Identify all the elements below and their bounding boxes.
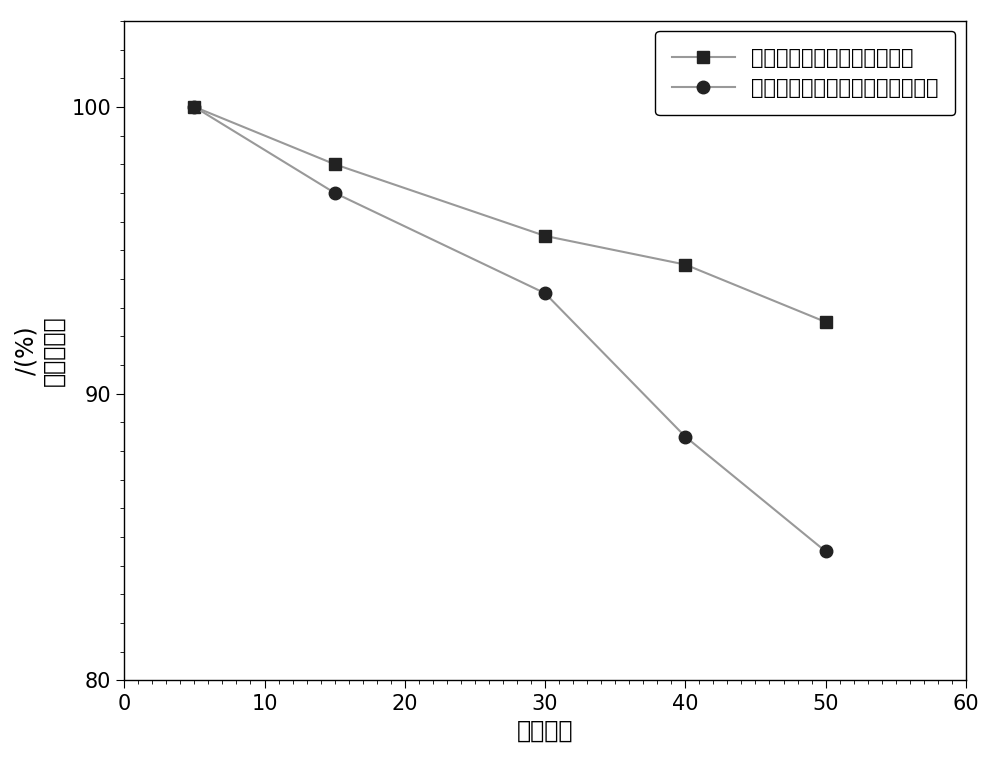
Line: 未包覆的锂离子电池三元正极材料: 未包覆的锂离子电池三元正极材料: [188, 101, 832, 558]
复合锂离子电池三元正极材料: [679, 260, 691, 269]
复合锂离子电池三元正极材料: [188, 102, 200, 112]
未包覆的锂离子电池三元正极材料: [329, 188, 341, 197]
复合锂离子电池三元正极材料: [329, 160, 341, 169]
未包覆的锂离子电池三元正极材料: [820, 547, 832, 556]
Text: /(%)
容量保持率: /(%) 容量保持率: [14, 316, 66, 386]
未包覆的锂离子电池三元正极材料: [539, 289, 551, 298]
未包覆的锂离子电池三元正极材料: [679, 432, 691, 442]
复合锂离子电池三元正极材料: [539, 231, 551, 241]
Line: 复合锂离子电池三元正极材料: 复合锂离子电池三元正极材料: [188, 101, 832, 329]
未包覆的锂离子电池三元正极材料: [188, 102, 200, 112]
复合锂离子电池三元正极材料: [820, 317, 832, 326]
X-axis label: 循环次数: 循环次数: [517, 719, 573, 743]
Legend: 复合锂离子电池三元正极材料, 未包覆的锂离子电池三元正极材料: 复合锂离子电池三元正极材料, 未包覆的锂离子电池三元正极材料: [655, 31, 955, 115]
